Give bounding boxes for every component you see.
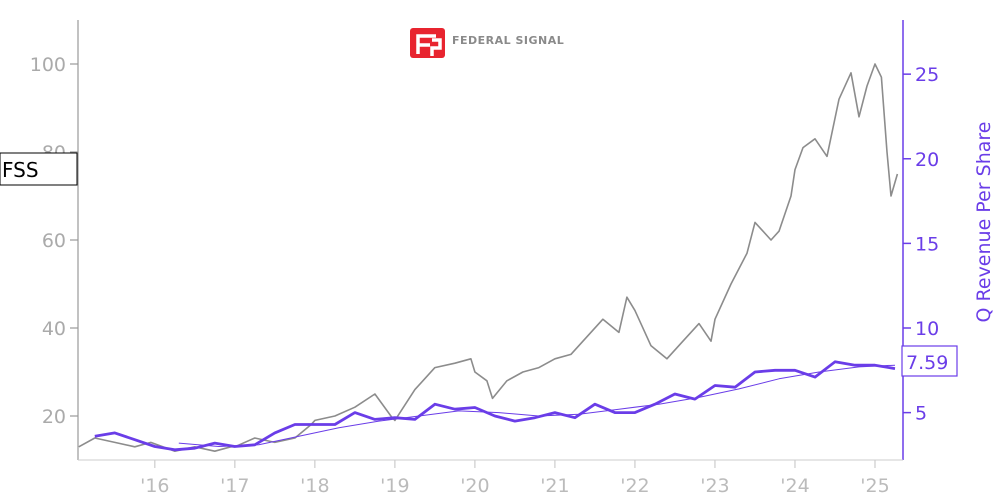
- right-tick-label: 15: [915, 233, 939, 255]
- x-tick-label: '21: [540, 475, 569, 497]
- logo-glyph-icon: [416, 34, 442, 56]
- x-tick-label: '22: [620, 475, 649, 497]
- left-axis: 20406080100: [30, 20, 79, 460]
- right-tick-label: 5: [915, 403, 927, 425]
- left-tick-label: 40: [42, 318, 66, 340]
- x-tick-label: '19: [380, 475, 409, 497]
- ticker-box-frame: [0, 152, 78, 186]
- right-tick-label: 25: [915, 64, 939, 86]
- price-series-line: [78, 63, 899, 453]
- ticker-label: FSS: [2, 158, 39, 182]
- x-axis: '16 '17 '18 '19 '20 '21 '22 '23 '24 '25: [78, 459, 903, 497]
- x-tick-label: '25: [860, 475, 889, 497]
- right-axis: 5 10 15 20 25: [902, 20, 939, 460]
- right-tick-label: 20: [915, 149, 939, 171]
- x-tick-label: '18: [300, 475, 329, 497]
- x-tick-label: '24: [780, 475, 809, 497]
- revenue-series-line: [94, 360, 896, 452]
- left-tick-label: 20: [42, 406, 66, 428]
- x-tick-label: '16: [140, 475, 169, 497]
- x-tick-label: '20: [460, 475, 489, 497]
- revenue-trend-line: [178, 364, 896, 447]
- federal-signal-logo: FEDERAL SIGNAL: [410, 28, 564, 58]
- last-value-label: 7.59: [906, 352, 948, 374]
- last-value-box: 7.59: [901, 345, 958, 377]
- series-layer: [78, 63, 899, 453]
- x-tick-label: '23: [700, 475, 729, 497]
- right-tick-label: 10: [915, 318, 939, 340]
- last-value-frame: [901, 345, 958, 377]
- logo-text: FEDERAL SIGNAL: [452, 34, 564, 47]
- ticker-box: FSS: [0, 152, 78, 186]
- x-tick-label: '17: [220, 475, 249, 497]
- right-axis-label: Q Revenue Per Share: [973, 122, 995, 323]
- left-tick-label: 100: [30, 54, 66, 76]
- left-tick-label: 60: [42, 230, 66, 252]
